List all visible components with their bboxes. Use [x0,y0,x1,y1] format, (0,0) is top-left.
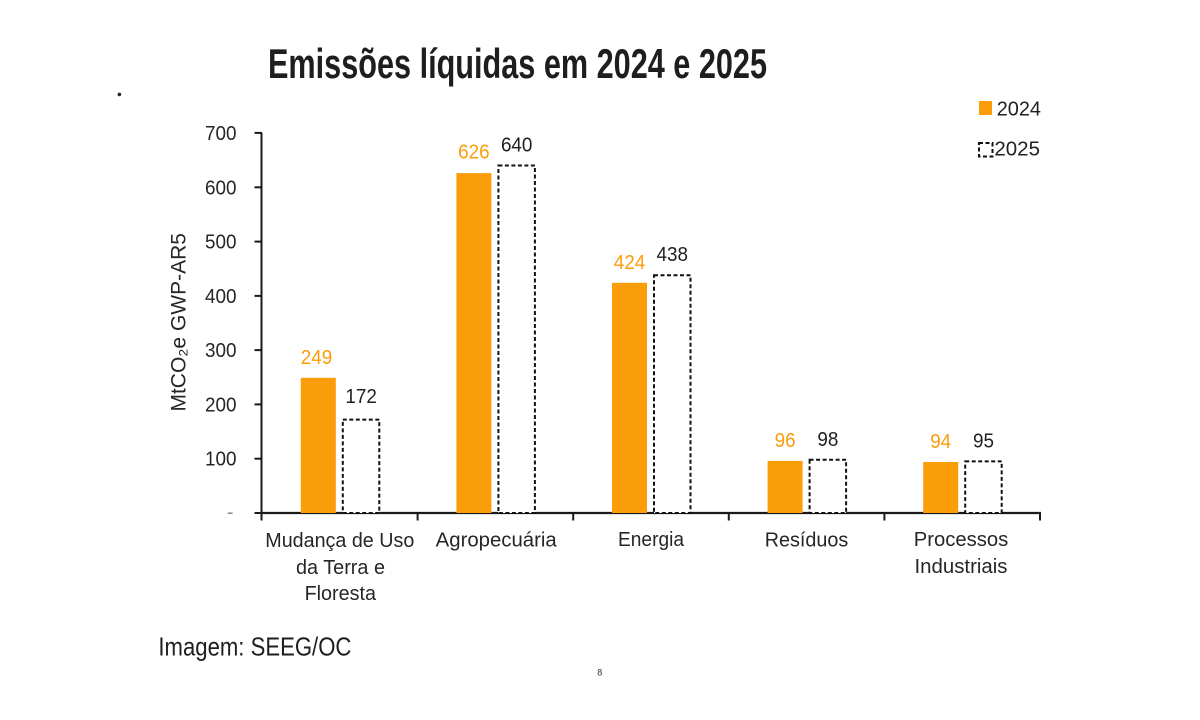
svg-text:98: 98 [817,429,838,451]
svg-text:700: 700 [205,123,237,145]
svg-text:500: 500 [205,232,237,254]
svg-text:400: 400 [205,286,237,308]
svg-text:MtCO₂e GWP-AR5: MtCO₂e GWP-AR5 [168,233,191,412]
svg-text:96: 96 [775,430,796,452]
svg-text:172: 172 [345,386,377,408]
svg-text:2025: 2025 [994,139,1040,161]
svg-text:da Terra e: da Terra e [296,557,385,579]
svg-text:Emissões líquidas em 2024 e 20: Emissões líquidas em 2024 e 2025 [268,40,767,87]
svg-text:249: 249 [301,347,333,369]
svg-text:Energia: Energia [618,529,685,551]
svg-text:438: 438 [657,244,689,266]
svg-text:Processos: Processos [914,529,1009,551]
svg-text:Floresta: Floresta [305,583,377,605]
svg-text:200: 200 [205,394,237,416]
svg-text:94: 94 [930,431,951,453]
svg-text:Imagem: SEEG/OC: Imagem: SEEG/OC [158,631,351,661]
svg-text:95: 95 [973,430,994,452]
svg-text:-: - [227,502,234,524]
svg-text:100: 100 [205,449,237,471]
svg-text:300: 300 [205,340,237,362]
svg-text:Resíduos: Resíduos [765,530,849,552]
svg-text:600: 600 [205,177,237,199]
svg-text:Industriais: Industriais [915,556,1008,578]
svg-text:626: 626 [458,142,490,164]
svg-text:Agropecuária: Agropecuária [436,530,558,552]
svg-text:2024: 2024 [997,98,1041,120]
svg-text:640: 640 [501,135,533,157]
svg-text:Mudança de Uso: Mudança de Uso [265,530,414,552]
svg-text:8: 8 [597,668,602,678]
svg-text:424: 424 [614,252,646,274]
